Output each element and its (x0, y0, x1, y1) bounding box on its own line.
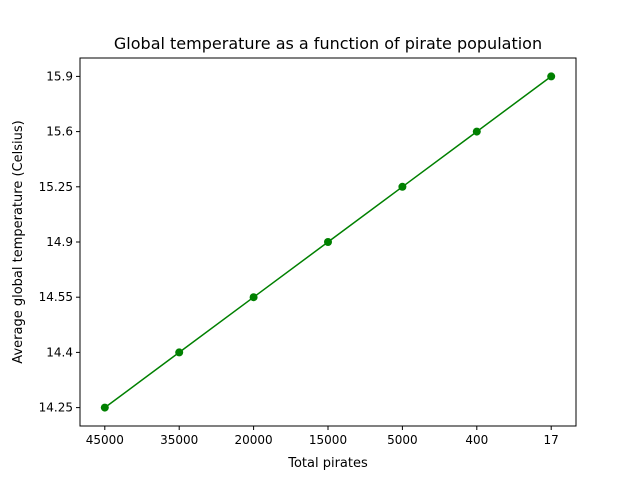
y-axis: 14.25 14.4 14.55 14.9 15.25 15.6 15.9 (39, 69, 80, 415)
data-point (472, 127, 481, 136)
y-tick-label: 15.25 (39, 180, 73, 194)
plot-area (100, 72, 556, 412)
x-tick-label: 400 (465, 433, 488, 447)
data-point (175, 348, 184, 357)
data-point (398, 182, 407, 191)
data-point (100, 403, 109, 412)
data-point (547, 72, 556, 81)
data-point (324, 238, 332, 246)
y-tick-label: 14.55 (39, 290, 73, 304)
y-tick-label: 15.9 (46, 69, 73, 83)
x-tick-label: 45000 (86, 433, 124, 447)
chart-title: Global temperature as a function of pira… (114, 34, 542, 53)
x-tick-label: 15000 (309, 433, 347, 447)
y-tick-label: 15.6 (46, 125, 73, 139)
x-tick-label: 5000 (387, 433, 418, 447)
x-axis-label: Total pirates (287, 456, 368, 471)
data-point (249, 293, 258, 302)
x-tick-label: 20000 (235, 433, 273, 447)
y-tick-label: 14.4 (46, 345, 73, 359)
y-axis-label: Average global temperature (Celsius) (11, 120, 26, 363)
y-tick-label: 14.25 (39, 401, 73, 415)
y-tick-label: 14.9 (46, 235, 73, 249)
x-tick-label: 17 (544, 433, 559, 447)
x-axis: 45000 35000 20000 15000 5000 400 17 (86, 426, 559, 447)
x-tick-label: 35000 (160, 433, 198, 447)
